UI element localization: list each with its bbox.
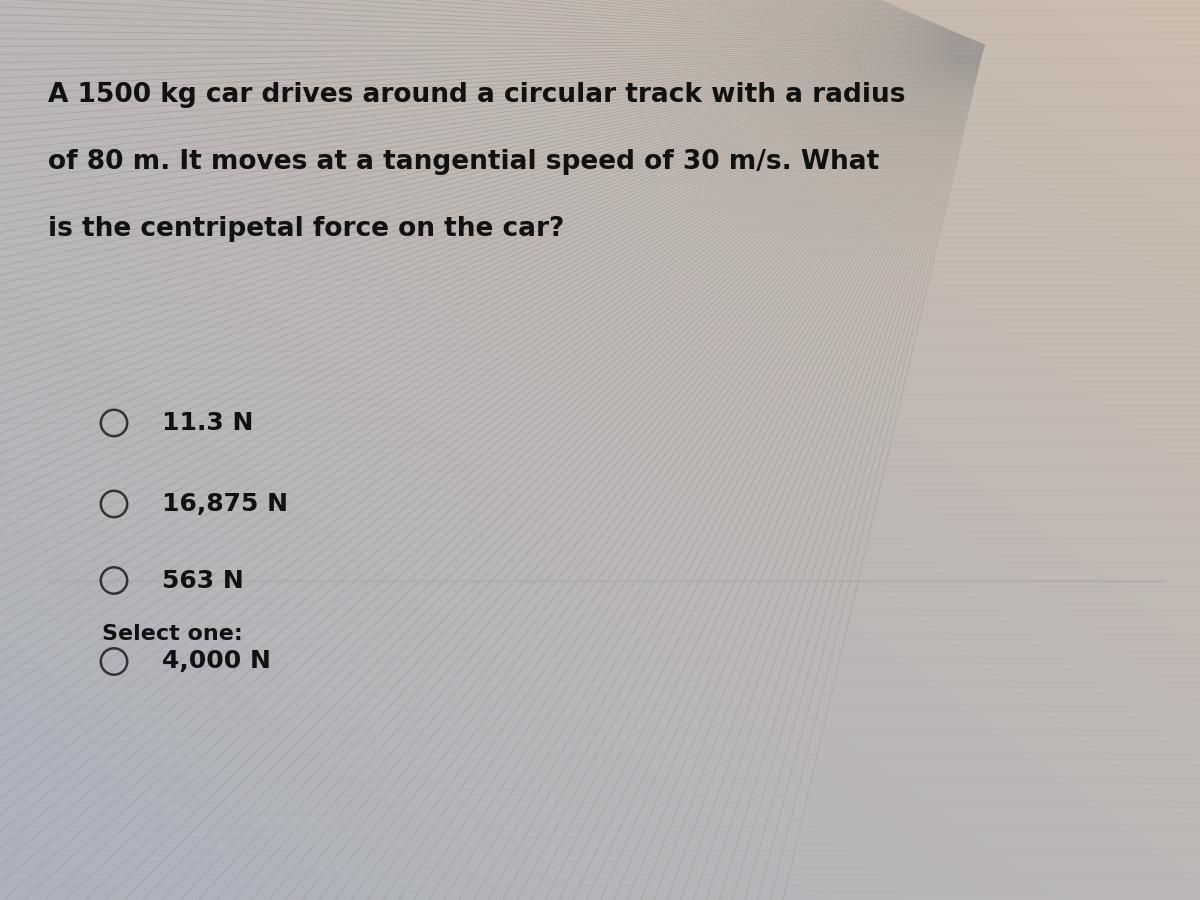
Text: A 1500 kg car drives around a circular track with a radius: A 1500 kg car drives around a circular t… xyxy=(48,82,906,107)
Text: 11.3 N: 11.3 N xyxy=(162,411,253,435)
Text: is the centripetal force on the car?: is the centripetal force on the car? xyxy=(48,217,564,242)
Text: of 80 m. It moves at a tangential speed of 30 m/s. What: of 80 m. It moves at a tangential speed … xyxy=(48,149,880,175)
Text: 16,875 N: 16,875 N xyxy=(162,492,288,516)
Text: 563 N: 563 N xyxy=(162,569,244,592)
Text: Select one:: Select one: xyxy=(102,625,242,644)
Text: 4,000 N: 4,000 N xyxy=(162,650,271,673)
